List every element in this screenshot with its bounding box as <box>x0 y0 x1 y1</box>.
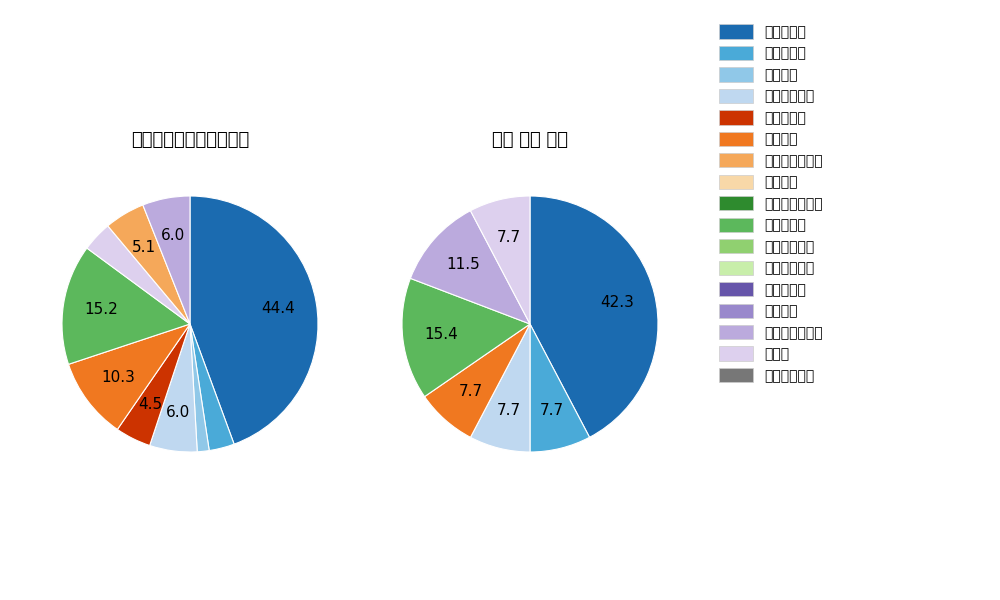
Wedge shape <box>530 324 590 452</box>
Title: 若林 楽人 選手: 若林 楽人 選手 <box>492 131 568 149</box>
Wedge shape <box>410 211 530 324</box>
Wedge shape <box>69 324 190 430</box>
Wedge shape <box>402 278 530 397</box>
Wedge shape <box>150 324 197 452</box>
Text: 6.0: 6.0 <box>166 406 190 421</box>
Wedge shape <box>530 196 658 437</box>
Text: 7.7: 7.7 <box>496 403 521 418</box>
Text: 7.7: 7.7 <box>496 230 521 245</box>
Text: 5.1: 5.1 <box>132 239 156 254</box>
Text: 15.2: 15.2 <box>85 302 118 317</box>
Wedge shape <box>190 196 318 444</box>
Text: 15.4: 15.4 <box>424 327 458 342</box>
Text: 6.0: 6.0 <box>161 229 185 244</box>
Text: 11.5: 11.5 <box>446 257 480 272</box>
Text: 7.7: 7.7 <box>539 403 564 418</box>
Legend: ストレート, ツーシーム, シュート, カットボール, スプリット, フォーク, チェンジアップ, シンカー, 高速スライダー, スライダー, 縦スライダー, : ストレート, ツーシーム, シュート, カットボール, スプリット, フォーク,… <box>713 19 829 388</box>
Wedge shape <box>62 248 190 364</box>
Wedge shape <box>87 226 190 324</box>
Wedge shape <box>425 324 530 437</box>
Text: 44.4: 44.4 <box>261 301 295 316</box>
Wedge shape <box>108 205 190 324</box>
Wedge shape <box>117 324 190 445</box>
Text: 4.5: 4.5 <box>138 397 162 412</box>
Title: セ・リーグ全プレイヤー: セ・リーグ全プレイヤー <box>131 131 249 149</box>
Wedge shape <box>470 324 530 452</box>
Text: 10.3: 10.3 <box>101 370 135 385</box>
Wedge shape <box>143 196 190 324</box>
Text: 7.7: 7.7 <box>458 383 483 398</box>
Wedge shape <box>470 196 530 324</box>
Wedge shape <box>190 324 234 451</box>
Text: 42.3: 42.3 <box>600 295 634 310</box>
Wedge shape <box>190 324 209 452</box>
